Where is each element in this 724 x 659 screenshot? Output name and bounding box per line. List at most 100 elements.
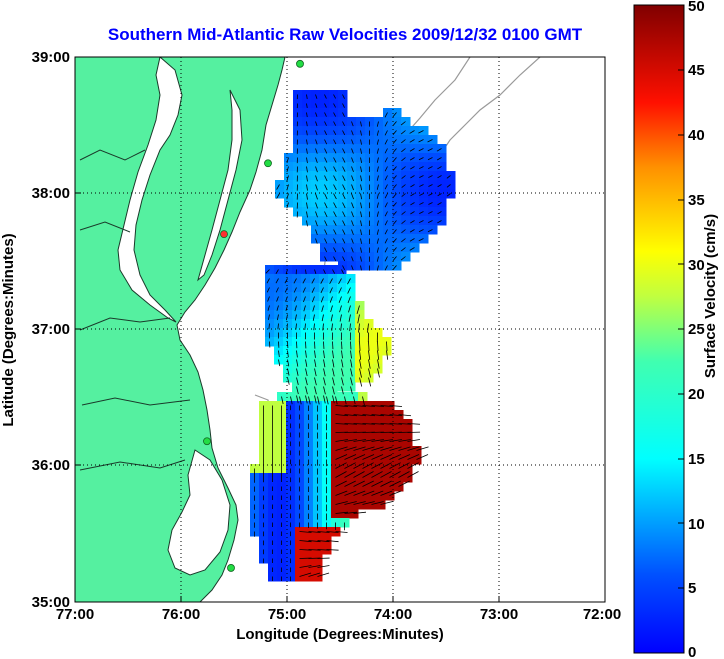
velocity-arrow [392, 211, 397, 216]
velocity-arrow [315, 202, 318, 209]
velocity-arrow [427, 157, 433, 161]
velocity-arrow [362, 454, 375, 460]
map-title: Southern Mid-Atlantic Raw Velocities 200… [108, 25, 583, 44]
velocity-arrow [386, 350, 389, 360]
velocity-arrow [376, 139, 379, 145]
velocity-arrow [342, 103, 345, 108]
velocity-arrow [437, 193, 442, 197]
velocity-cell [401, 171, 411, 181]
velocity-arrow [389, 490, 402, 496]
velocity-cell [428, 171, 438, 181]
velocity-arrow [371, 446, 384, 451]
velocity-arrow [401, 148, 406, 153]
velocity-arrow [344, 454, 357, 460]
velocity-arrow [351, 247, 354, 253]
velocity-arrow [306, 184, 308, 191]
velocity-arrow [306, 103, 308, 109]
velocity-arrow [293, 278, 297, 284]
velocity-arrow [428, 193, 433, 196]
velocity-arrow [371, 414, 385, 417]
velocity-arrow [284, 278, 288, 284]
velocity-arrow [335, 396, 338, 405]
velocity-arrow [368, 359, 371, 369]
velocity-arrow [315, 139, 318, 145]
velocity-arrow [409, 139, 415, 143]
velocity-arrow [324, 121, 327, 126]
velocity-arrow [276, 184, 280, 190]
velocity-arrow [386, 341, 388, 351]
velocity-arrow [338, 287, 342, 294]
velocity-arrow [344, 480, 356, 487]
velocity-arrow [353, 414, 367, 417]
velocity-arrow [296, 350, 298, 358]
velocity-arrow [308, 396, 311, 405]
y-tick-label: 37:00 [32, 321, 70, 338]
velocity-arrow [376, 220, 379, 226]
x-tick-label: 77:00 [56, 606, 94, 623]
velocity-arrow [384, 112, 388, 118]
velocity-arrow [389, 480, 401, 487]
velocity-arrow [315, 238, 318, 244]
velocity-cell [401, 144, 411, 154]
velocity-arrow [344, 396, 347, 405]
velocity-arrow [333, 184, 337, 191]
y-tick-labels: 39:00 38:00 37:00 36:00 35:00 [32, 49, 70, 611]
velocity-arrow [398, 471, 410, 478]
velocity-arrow [371, 405, 385, 407]
velocity-arrow [347, 296, 351, 304]
velocity-arrow [344, 471, 356, 478]
velocity-arrow [342, 265, 345, 270]
velocity-arrow [384, 202, 388, 208]
velocity-arrow [332, 269, 336, 274]
velocity-arrow [342, 157, 346, 163]
velocity-arrow [401, 166, 406, 170]
velocity-arrow [341, 368, 344, 377]
velocity-arrow [384, 211, 388, 217]
velocity-arrow [335, 511, 349, 514]
velocity-arrow [341, 377, 344, 386]
velocity-arrow [344, 423, 358, 425]
velocity-arrow [410, 166, 415, 170]
velocity-cell [401, 162, 411, 172]
velocity-arrow [351, 265, 354, 271]
velocity-arrow [353, 480, 365, 487]
velocity-arrow [360, 193, 363, 200]
velocity-arrow [392, 220, 397, 225]
colorbar-tick-label: 20 [688, 386, 705, 403]
velocity-arrow [344, 446, 357, 451]
velocity-arrow [305, 377, 308, 386]
velocity-arrow [353, 454, 366, 460]
velocity-arrow [428, 184, 433, 187]
velocity-arrow [380, 423, 394, 425]
velocity-arrow [342, 148, 346, 154]
velocity-arrow [344, 462, 356, 469]
velocity-arrow [392, 175, 397, 180]
velocity-arrow [315, 220, 318, 227]
velocity-arrow [353, 490, 366, 496]
velocity-arrow [384, 265, 388, 271]
velocity-arrow [384, 229, 388, 235]
velocity-arrow [287, 359, 290, 367]
velocity-arrow [335, 446, 348, 451]
velocity-cell [446, 180, 456, 190]
velocity-arrow [333, 103, 336, 108]
colorbar-tick-label: 0 [688, 644, 696, 659]
bathymetry-contour [439, 57, 541, 156]
velocity-arrow [410, 220, 415, 224]
velocity-arrow [296, 377, 299, 385]
velocity-arrow [360, 157, 362, 163]
velocity-arrow [384, 121, 388, 127]
velocity-arrow [384, 139, 388, 145]
velocity-arrow [321, 314, 324, 322]
velocity-arrow [276, 305, 279, 311]
velocity-arrow [384, 238, 388, 244]
velocity-arrow [407, 462, 419, 469]
velocity-arrow [314, 377, 317, 386]
velocity-cell [428, 225, 438, 235]
velocity-arrow [376, 256, 379, 262]
velocity-arrow [389, 462, 401, 469]
velocity-cell [410, 207, 420, 217]
velocity-arrow [330, 305, 333, 313]
velocity-arrow [360, 265, 362, 271]
velocity-cell [437, 144, 447, 154]
